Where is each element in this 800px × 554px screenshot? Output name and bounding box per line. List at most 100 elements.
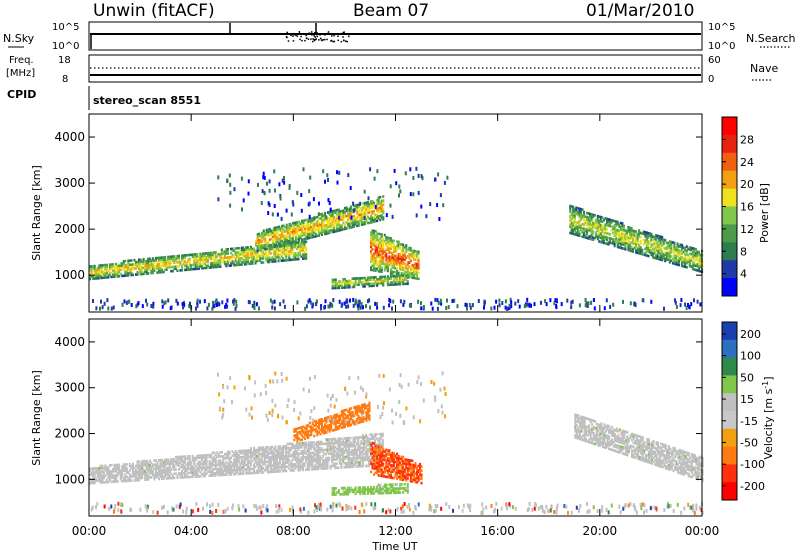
echo-cell: [118, 467, 121, 471]
echo-cell: [396, 271, 399, 274]
echo-cell: [220, 256, 223, 260]
echo-cell: [354, 461, 357, 464]
scatter-cell: [283, 180, 286, 185]
echo-cell: [374, 259, 377, 262]
echo-cell: [273, 245, 276, 248]
echo-cell: [403, 245, 406, 249]
echo-cell: [354, 453, 357, 456]
echo-cell: [615, 232, 618, 236]
noise-cell: [368, 298, 371, 303]
echo-band: [370, 229, 420, 281]
scatter-cell: [338, 170, 341, 175]
echo-cell: [99, 264, 102, 267]
noise-cell: [490, 306, 493, 311]
echo-cell: [294, 240, 297, 243]
echo-cell: [691, 263, 694, 267]
echo-cell: [249, 252, 252, 255]
echo-cell: [348, 214, 351, 217]
echo-cell: [371, 454, 374, 457]
echo-cell: [400, 257, 403, 261]
echo-cell: [233, 263, 236, 267]
echo-cell: [331, 456, 334, 460]
echo-cell: [412, 268, 415, 271]
echo-cell: [661, 258, 664, 262]
echo-cell: [618, 231, 621, 235]
echo-cell: [572, 213, 575, 217]
echo-cell: [405, 274, 408, 277]
echo-cell: [230, 262, 233, 265]
echo-cell: [96, 266, 99, 270]
echo-cell: [260, 469, 263, 472]
echo-cell: [273, 243, 276, 246]
echo-cell: [112, 273, 115, 276]
echo-cell: [599, 240, 602, 244]
echo-cell: [380, 268, 383, 271]
echo-cell: [379, 195, 382, 199]
echo-cell: [191, 253, 194, 256]
echo-cell: [253, 451, 256, 454]
echo-cell: [658, 251, 661, 255]
echo-cell: [320, 442, 323, 446]
noise-cell: [493, 305, 496, 310]
nsky-sample: [304, 39, 306, 42]
echo-cell: [136, 472, 139, 476]
noise-cell: [504, 299, 507, 304]
echo-cell: [267, 228, 270, 231]
echo-cell: [230, 247, 233, 251]
echo-cell: [271, 449, 274, 453]
echo-cell: [197, 259, 200, 262]
noise-cell: [592, 298, 595, 302]
echo-cell: [409, 253, 412, 256]
echo-cell: [673, 254, 676, 257]
echo-cell: [96, 469, 99, 472]
echo-cell: [382, 281, 385, 285]
echo-cell: [233, 261, 236, 265]
echo-cell: [306, 468, 309, 471]
echo-cell: [373, 244, 376, 247]
echo-cell: [595, 226, 598, 230]
echo-cell: [354, 440, 357, 444]
echo-cell: [329, 446, 332, 449]
echo-cell: [343, 215, 346, 218]
echo-cell: [391, 262, 394, 265]
noise-cell: [145, 298, 147, 303]
echo-cell: [202, 454, 205, 457]
echo-cell: [303, 449, 306, 453]
echo-cell: [412, 253, 415, 257]
echo-cell: [93, 271, 96, 274]
echo-cell: [203, 472, 206, 476]
scatter-cell: [217, 197, 220, 202]
echo-cell: [96, 274, 99, 278]
echo-cell: [274, 260, 277, 263]
echo-cell: [376, 205, 379, 208]
echo-cell: [411, 255, 414, 259]
echo-cell: [374, 230, 377, 233]
echo-cell: [254, 253, 257, 257]
echo-cell: [674, 256, 677, 260]
echo-cell: [356, 222, 359, 226]
scatter-cell: [345, 208, 348, 213]
echo-cell: [331, 452, 334, 455]
echo-cell: [177, 464, 180, 467]
echo-cell: [205, 256, 208, 259]
echo-cell: [153, 259, 156, 262]
echo-cell: [618, 237, 621, 241]
echo-cell: [136, 464, 139, 468]
nsky-sample: [313, 35, 315, 37]
echo-cell: [315, 467, 318, 471]
echo-cell: [294, 456, 297, 460]
echo-cell: [213, 259, 216, 263]
echo-cell: [93, 473, 96, 476]
nsky-sample: [333, 40, 336, 43]
echo-cell: [127, 267, 130, 271]
echo-cell: [579, 226, 582, 230]
echo-cell: [286, 258, 289, 262]
echo-cell: [320, 467, 323, 470]
noise-cell: [253, 300, 256, 305]
echo-cell: [339, 280, 342, 283]
echo-cell: [99, 466, 102, 470]
echo-cell: [256, 249, 259, 253]
echo-cell: [222, 471, 225, 475]
echo-cell: [122, 260, 125, 263]
echo-cell: [331, 458, 334, 462]
